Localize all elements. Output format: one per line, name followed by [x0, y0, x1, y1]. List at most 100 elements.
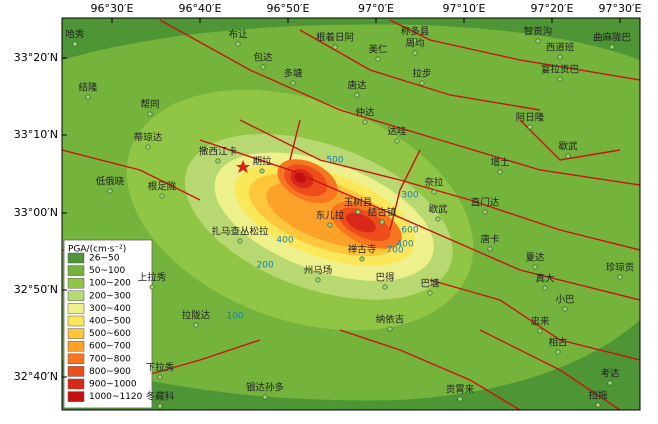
place-label: 增土 — [490, 157, 510, 169]
place-dot — [527, 124, 533, 130]
lon-label: 97°30′E — [599, 2, 642, 15]
place-label: 阿日隆 — [516, 112, 545, 124]
legend-swatch — [67, 378, 85, 390]
contour-label: 200 — [256, 261, 273, 271]
place-label: 仲达 — [355, 107, 375, 119]
place-label: 扎马查丛松拉 — [211, 226, 269, 238]
place-label: 奈拉 — [424, 177, 444, 189]
legend-swatch — [67, 366, 85, 377]
place-label: 歇武 — [558, 141, 578, 153]
lat-label: 32°40′N — [14, 370, 58, 383]
place-dot — [457, 396, 463, 402]
legend-label: 200~300 — [89, 291, 131, 301]
legend-label: 600~700 — [89, 342, 131, 352]
place-label: 冬藏科 — [146, 391, 175, 403]
place-dot — [435, 216, 441, 222]
place-label: 州马场 — [304, 266, 333, 277]
map-area — [62, 18, 640, 410]
place-label: 布让 — [228, 29, 248, 41]
place-dot — [382, 284, 388, 290]
place-label: 拉陇达 — [182, 310, 211, 322]
place-dot — [72, 41, 78, 47]
place-dot — [375, 56, 381, 62]
lat-label: 33°20′N — [14, 51, 58, 64]
legend-swatch — [67, 265, 85, 276]
place-label: 结隆 — [78, 82, 98, 94]
place-dot — [617, 274, 623, 280]
place-dot — [145, 144, 151, 150]
place-dot — [387, 326, 393, 332]
contour-label: 500 — [326, 156, 343, 166]
legend-title: PGA/(cm·s⁻²) — [68, 245, 126, 255]
place-dot — [557, 54, 563, 60]
place-dot — [157, 403, 163, 409]
place-label: 珍琼贡 — [606, 262, 635, 274]
lon-label: 96°40′E — [179, 2, 222, 15]
place-label: 相古 — [548, 337, 568, 349]
legend-label: 500~600 — [89, 329, 131, 339]
place-label: 称多县 — [401, 26, 430, 38]
place-label: 巴得 — [375, 272, 395, 284]
epicenter — [236, 160, 250, 173]
place-label: 曲麻陇巴 — [593, 32, 631, 44]
legend-label: 300~400 — [89, 304, 131, 314]
lat-label: 32°50′N — [14, 283, 58, 296]
place-dot — [431, 189, 437, 195]
place-label: 多塘 — [283, 68, 303, 80]
place-label: 小巴 — [555, 295, 574, 306]
lat-label: 33°10′N — [14, 128, 58, 141]
place-dot — [362, 119, 368, 125]
contour-label: 400 — [396, 240, 413, 250]
place-label: 夏达 — [525, 252, 545, 264]
place-label: 直门达 — [471, 197, 500, 209]
legend-label: 26~50 — [89, 254, 120, 264]
place-label: 拉步 — [412, 68, 431, 80]
place-label: 考达 — [600, 368, 620, 380]
place-dot — [354, 92, 360, 98]
legend-label: 1000~1120 — [89, 392, 143, 402]
legend-label: 100~200 — [89, 279, 131, 289]
place-dot — [607, 380, 613, 386]
place-dot — [332, 44, 338, 50]
place-dot — [497, 169, 503, 175]
place-label: 真大 — [535, 273, 555, 285]
contour-label: 700 — [386, 246, 403, 256]
place-dot — [565, 153, 571, 159]
legend-swatch — [67, 252, 85, 264]
place-label: 唐卡 — [480, 234, 500, 246]
place-label: 忠来 — [530, 317, 550, 328]
legend-swatch — [67, 328, 85, 339]
place-label: 美仁 — [368, 44, 388, 56]
place-dot — [327, 222, 333, 228]
place-label: 根着日阿 — [316, 32, 355, 44]
place-label: 东儿拉 — [316, 210, 345, 222]
place-dot — [427, 290, 433, 296]
legend-swatch — [67, 391, 85, 402]
place-dot — [412, 38, 418, 44]
place-dot — [262, 394, 268, 400]
place-dot — [193, 322, 199, 328]
place-label: 哈秀 — [65, 29, 85, 41]
place-dot — [149, 284, 155, 290]
place-dot — [290, 80, 296, 86]
place-dot — [537, 328, 543, 334]
place-dot — [260, 64, 266, 70]
place-dot — [555, 349, 561, 355]
place-dot — [147, 111, 153, 117]
place-label: 宴拉贡巴 — [541, 64, 579, 76]
contour-label: 400 — [276, 236, 293, 246]
place-dot — [562, 306, 568, 312]
place-label: 巴塘 — [420, 278, 440, 290]
place-dot — [235, 41, 241, 47]
place-dot — [237, 238, 243, 244]
contour-label: 300 — [401, 191, 418, 201]
place-label: 贡霄来 — [446, 385, 475, 396]
place-label: 唐达 — [347, 80, 367, 92]
place-dot — [315, 277, 321, 283]
place-label: 蒂琼达 — [134, 132, 163, 144]
legend-label: 50~100 — [89, 266, 125, 276]
place-dot — [542, 285, 548, 291]
legend-swatch — [67, 315, 85, 327]
place-label: 根足陇 — [148, 181, 177, 193]
